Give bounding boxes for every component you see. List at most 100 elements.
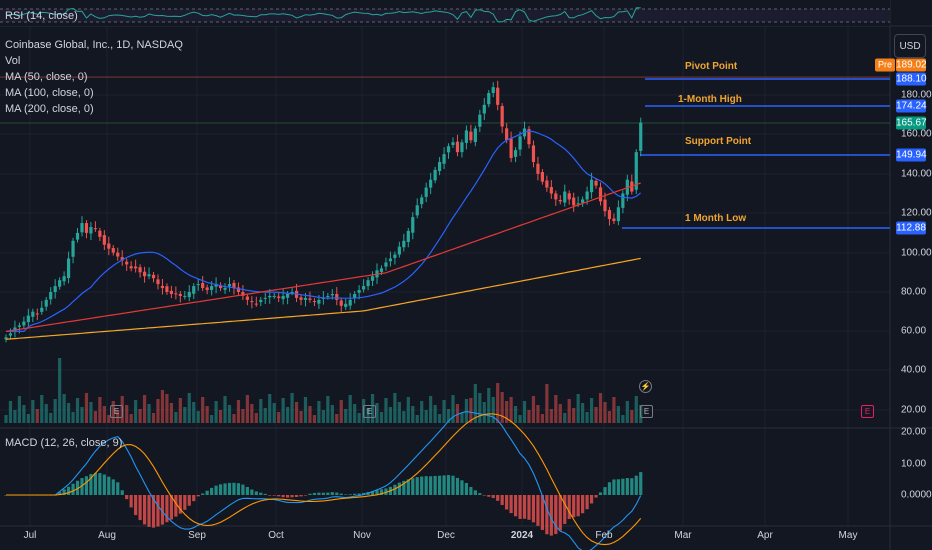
ma50-legend[interactable]: MA (50, close, 0) [5,71,88,83]
volume-bar [505,401,509,423]
macd-histogram-bar [321,492,325,495]
macd-histogram-bar [379,489,384,495]
macd-histogram-bar [612,479,616,495]
candle-body [134,266,138,269]
macd-histogram-bar [303,495,308,496]
macd-histogram-bar [549,495,553,536]
candle-body [500,106,504,127]
candle-body [464,130,469,143]
candle-body [612,218,616,222]
volume-bar [192,402,196,423]
volume-bar [26,414,30,423]
candle-body [384,262,388,267]
macd-histogram-bar [84,476,89,495]
candle-body [58,280,62,287]
x-tick-aug: Aug [98,530,116,541]
candle-body [330,293,334,296]
macd-histogram-bar [429,476,433,495]
earnings-icon[interactable]: E [363,405,376,418]
volume-bar [388,407,393,423]
ma100-legend[interactable]: MA (100, close, 0) [5,87,94,99]
candle-body [353,293,357,299]
volume-bar [513,406,518,423]
volume-bar [8,401,13,423]
macd-histogram-bar [554,495,558,535]
x-tick-sep: Sep [188,530,206,541]
earnings-icon[interactable]: E [110,405,123,418]
macd-histogram-bar [446,475,451,495]
x-tick-2024: 2024 [510,530,534,541]
volume-bar [17,396,22,423]
candle-body [370,276,375,281]
volume-bar [572,408,576,423]
volume-bar [429,396,433,423]
volume-bar [294,402,299,423]
macd-histogram-bar [71,483,75,495]
macd-histogram-bar [536,495,540,526]
ma200-legend[interactable]: MA (200, close, 0) [5,103,94,115]
macd-histogram-bar [411,478,415,495]
y-tick-140: 140.00 [901,168,932,180]
volume-bar [469,398,473,423]
earnings-icon[interactable]: E [861,405,874,418]
macd-histogram-bar [630,478,634,495]
volume-bar [549,409,553,423]
macd-histogram-bar [62,489,66,495]
candle-body [35,313,39,315]
volume-bar [134,400,138,423]
y-tick-180: 180.00 [901,89,932,101]
volume-bar [308,406,312,423]
volume-bar [616,406,620,423]
volume-bar [218,410,223,423]
volume-bar [607,411,612,423]
volume-bar [598,393,603,423]
macd-histogram-bar [348,494,352,495]
macd-histogram-bar [415,477,419,495]
volume-bar [75,398,80,423]
vol-legend[interactable]: Vol [5,55,21,67]
candle-body [268,295,272,298]
macd-histogram-bar [174,495,178,517]
volume-bar [245,395,249,423]
volume-bar [286,407,290,423]
volume-bar [129,414,133,423]
candle-body [585,191,589,200]
candle-body [357,290,361,293]
dividend-lightning-icon[interactable]: ⚡ [639,380,652,393]
candle-body [142,271,147,277]
candle-body [362,286,366,290]
candle-body [415,205,419,216]
candle-body [299,297,303,300]
volume-bar [31,400,35,423]
macd-histogram-bar [478,493,482,495]
candle-body [75,232,80,240]
y-tick-80: 80.00 [901,286,927,298]
macd-histogram-bar [522,495,527,519]
volume-bar [581,403,585,423]
macd-histogram-bar [281,495,285,498]
macd-histogram-bar [572,495,576,518]
volume-bar [116,410,120,423]
macd-histogram-bar [312,492,317,495]
macd-histogram-bar [455,477,460,495]
pre-price-tag: 189.02 [896,58,927,72]
volume-bar [567,399,571,423]
volume-bar [603,402,607,423]
macd-legend[interactable]: MACD (12, 26, close, 9) [5,437,123,449]
macd-histogram-bar [621,478,625,495]
macd-histogram-bar [232,482,236,495]
volume-bar [160,390,165,423]
earnings-icon[interactable]: E [640,405,653,418]
volume-bar [464,399,469,423]
volume-bar [402,411,406,423]
volume-bar [496,383,500,423]
candle-body [572,197,576,206]
candle-body [93,228,97,230]
macd-histogram-bar [397,482,401,495]
rsi-legend[interactable]: RSI (14, close) [5,10,78,22]
volume-bar [370,394,375,423]
volume-bar [482,402,486,423]
currency-button[interactable]: USD [894,34,926,58]
volume-bar [406,397,410,423]
